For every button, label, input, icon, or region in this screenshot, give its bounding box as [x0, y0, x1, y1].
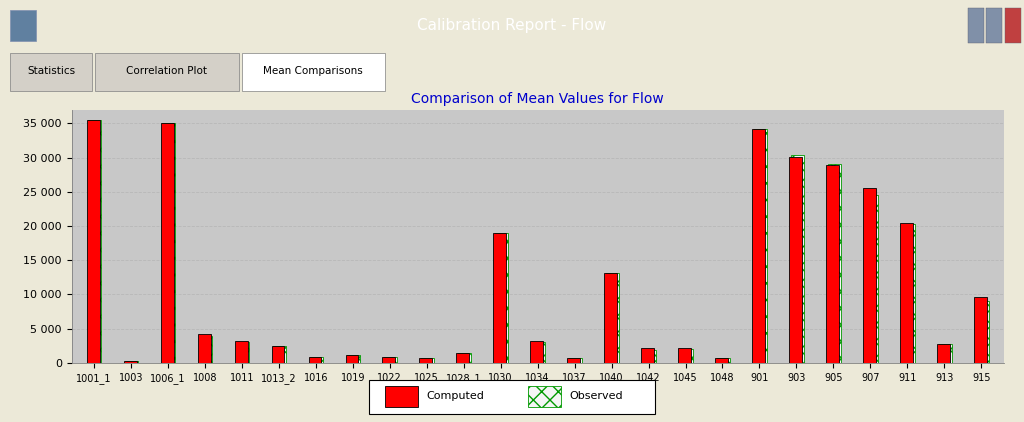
Bar — [827, 165, 841, 363]
Bar — [199, 335, 212, 363]
Bar — [567, 358, 581, 363]
Bar — [569, 358, 582, 363]
Bar — [826, 165, 839, 363]
Bar — [974, 297, 987, 363]
Bar — [10, 53, 92, 91]
Bar — [234, 341, 248, 363]
Bar — [937, 344, 950, 363]
Bar — [308, 357, 322, 363]
Bar — [864, 195, 878, 363]
Bar — [457, 353, 469, 363]
Bar — [530, 341, 544, 363]
Bar — [1005, 8, 1021, 43]
Bar — [641, 348, 654, 363]
Bar — [902, 224, 914, 363]
Bar — [976, 301, 988, 363]
Bar — [680, 349, 692, 363]
Bar — [10, 10, 36, 41]
Bar — [420, 358, 432, 363]
Bar — [528, 386, 561, 407]
Bar — [87, 120, 99, 363]
Bar — [88, 120, 101, 363]
Bar — [369, 380, 655, 414]
Bar — [347, 355, 359, 363]
Bar — [125, 361, 138, 363]
Bar — [968, 8, 984, 43]
Bar — [754, 129, 767, 363]
Bar — [717, 358, 730, 363]
Bar — [790, 157, 802, 363]
Bar — [458, 353, 471, 363]
Text: Statistics: Statistics — [28, 66, 75, 76]
Bar — [986, 8, 1002, 43]
Bar — [385, 386, 418, 407]
Bar — [863, 188, 877, 363]
Bar — [494, 233, 506, 363]
Title: Comparison of Mean Values for Flow: Comparison of Mean Values for Flow — [412, 92, 664, 106]
Bar — [383, 357, 395, 363]
Bar — [310, 357, 323, 363]
Bar — [384, 357, 397, 363]
Bar — [716, 358, 728, 363]
Bar — [421, 358, 434, 363]
Bar — [345, 355, 358, 363]
Bar — [604, 273, 617, 363]
Bar — [273, 346, 286, 363]
Bar — [198, 334, 211, 363]
Bar — [95, 53, 239, 91]
Text: Observed: Observed — [569, 391, 623, 401]
Bar — [531, 342, 545, 363]
Text: Mean Comparisons: Mean Comparisons — [263, 66, 364, 76]
X-axis label: Location: Location — [514, 386, 561, 396]
Bar — [271, 346, 285, 363]
Text: Computed: Computed — [426, 391, 484, 401]
Text: Correlation Plot: Correlation Plot — [126, 66, 208, 76]
Bar — [791, 155, 804, 363]
Bar — [753, 129, 765, 363]
Bar — [606, 273, 618, 363]
Bar — [124, 361, 136, 363]
Bar — [900, 223, 913, 363]
Text: Calibration Report - Flow: Calibration Report - Flow — [418, 18, 606, 33]
Bar — [242, 53, 385, 91]
Bar — [161, 123, 173, 363]
Bar — [643, 350, 655, 363]
Bar — [495, 233, 508, 363]
Bar — [237, 342, 249, 363]
Bar — [678, 348, 691, 363]
Bar — [162, 123, 175, 363]
Bar — [939, 344, 951, 363]
